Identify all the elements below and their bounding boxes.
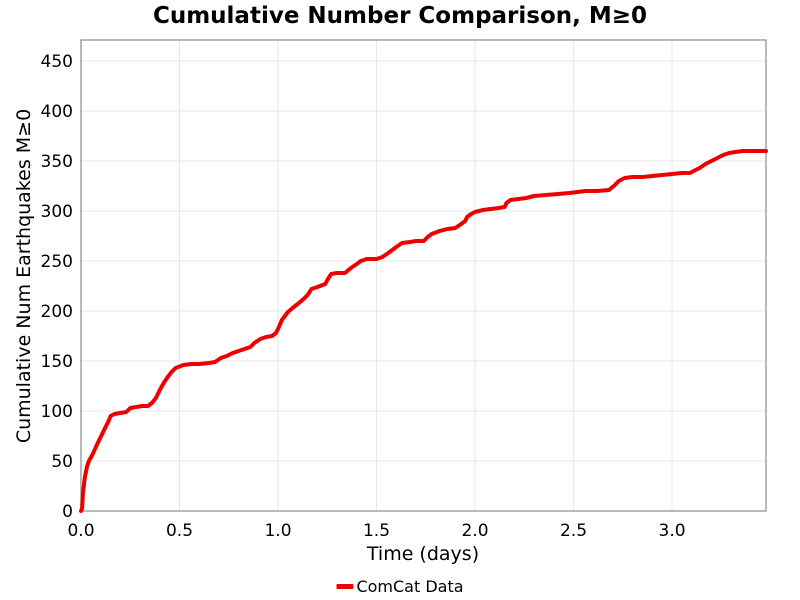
x-tick-label: 0.0 xyxy=(67,521,94,541)
y-tick-label: 150 xyxy=(41,352,73,372)
y-tick-label: 300 xyxy=(41,202,73,222)
y-tick-label: 350 xyxy=(41,152,73,172)
y-tick-label: 0 xyxy=(62,502,73,522)
x-tick-label: 0.5 xyxy=(166,521,193,541)
legend-label: ComCat Data xyxy=(356,577,464,596)
y-tick-label: 100 xyxy=(41,402,73,422)
x-tick-label: 2.0 xyxy=(461,521,488,541)
x-axis-label: Time (days) xyxy=(366,543,480,565)
y-tick-label: 50 xyxy=(51,452,73,472)
chart-title: Cumulative Number Comparison, M≥0 xyxy=(152,3,648,29)
y-tick-label: 450 xyxy=(41,52,73,72)
legend-line-swatch-icon xyxy=(336,584,354,589)
y-tick-label: 250 xyxy=(41,252,73,272)
plot-frame xyxy=(80,39,767,512)
x-tick-label: 2.5 xyxy=(560,521,587,541)
gridlines xyxy=(80,40,766,512)
tick-labels: 0.0 0.5 1.0 1.5 2.0 2.5 3.0 0 50 100 150 200 250 300 3… xyxy=(41,52,686,541)
x-tick-label: 1.5 xyxy=(363,521,390,541)
series-line-comcat-data xyxy=(79,149,768,513)
y-tick-label: 200 xyxy=(41,302,73,322)
x-tick-label: 3.0 xyxy=(659,521,686,541)
legend: ComCat Data xyxy=(336,577,464,596)
x-tick-label: 1.0 xyxy=(264,521,291,541)
y-tick-label: 400 xyxy=(41,102,73,122)
